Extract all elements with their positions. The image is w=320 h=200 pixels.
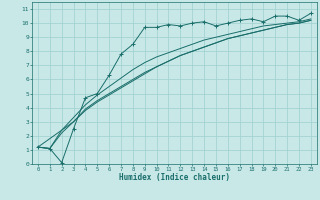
X-axis label: Humidex (Indice chaleur): Humidex (Indice chaleur) <box>119 173 230 182</box>
